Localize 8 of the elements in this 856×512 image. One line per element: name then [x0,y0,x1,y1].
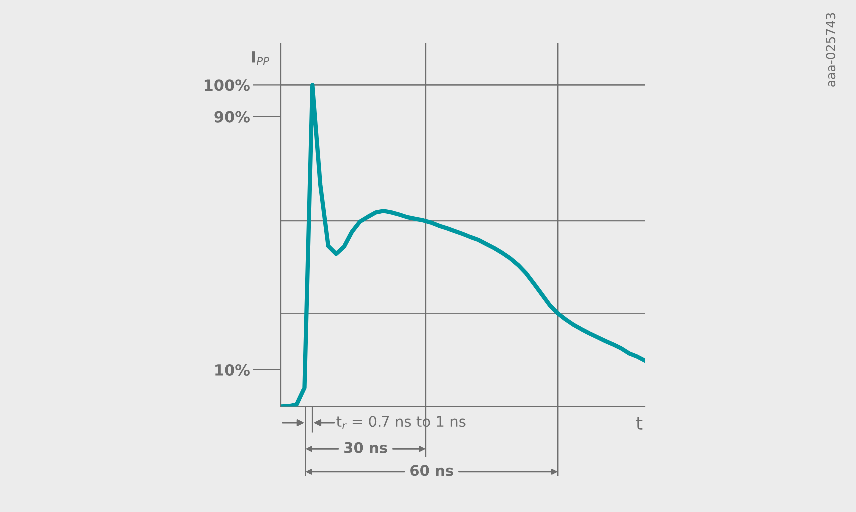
text: 60 ns [410,465,454,476]
y-tick-label: 90% [214,111,250,123]
text: 30 ns [344,442,388,454]
x-axis-title: t [636,417,643,430]
y-tick-label: 100% [204,80,250,92]
text: aaa-025743 [826,13,836,87]
y-tick-label: 10% [216,364,250,376]
y-axis-title: I$_{PP}$ [252,52,270,66]
